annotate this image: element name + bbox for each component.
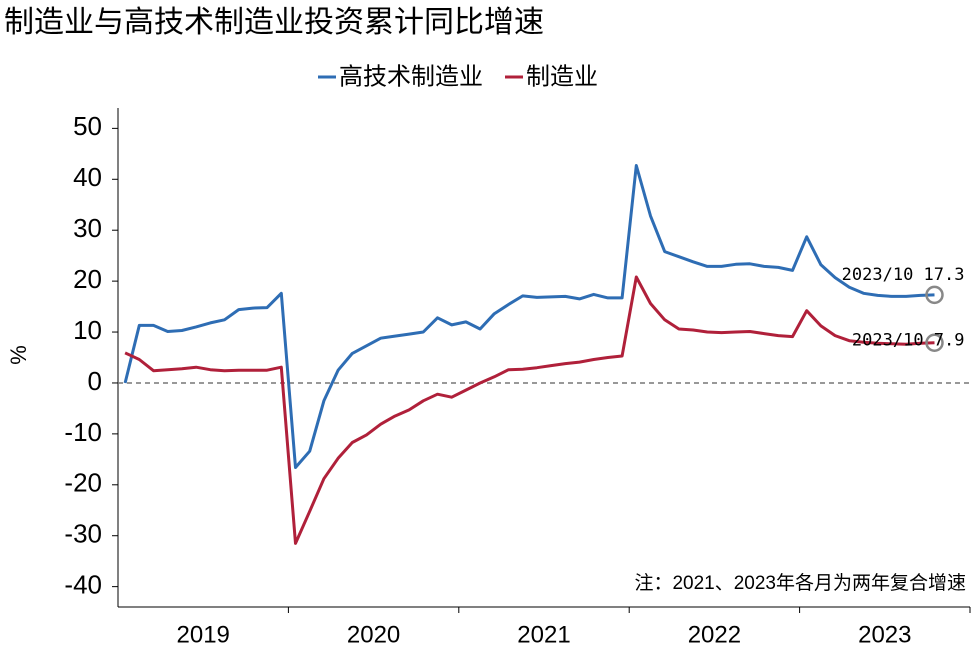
y-tick-label: -40 [64, 570, 102, 600]
highlight-ring [925, 285, 944, 305]
y-tick-label: 30 [73, 213, 102, 243]
y-tick-label: 20 [73, 264, 102, 294]
x-tick-label: 2020 [347, 621, 400, 648]
x-tick-label: 2021 [517, 621, 570, 648]
series-line [124, 275, 935, 545]
y-tick-label: -20 [64, 468, 102, 498]
y-axis-label: % [6, 345, 31, 365]
highlight-ring [925, 333, 944, 352]
legend-label: 高技术制造业 [339, 63, 483, 90]
y-tick-label: -30 [64, 519, 102, 549]
y-tick-label: 10 [73, 315, 102, 345]
y-tick-label: 50 [73, 111, 102, 141]
y-tick-label: -10 [64, 417, 102, 447]
note: 注：2021、2023年各月为两年复合增速 [634, 572, 966, 594]
annotation: 2023/10 7.9 [852, 331, 965, 351]
chart-title: 制造业与高技术制造业投资累计同比增速 [4, 6, 544, 39]
y-tick-label: 40 [73, 162, 102, 192]
x-tick-label: 2019 [177, 621, 230, 648]
legend-label: 制造业 [526, 63, 598, 90]
x-tick-label: 2022 [688, 621, 741, 648]
y-tick-label: 0 [88, 366, 102, 396]
x-tick-label: 2023 [858, 621, 911, 648]
series-line [123, 164, 935, 469]
annotation: 2023/10 17.3 [842, 265, 965, 285]
